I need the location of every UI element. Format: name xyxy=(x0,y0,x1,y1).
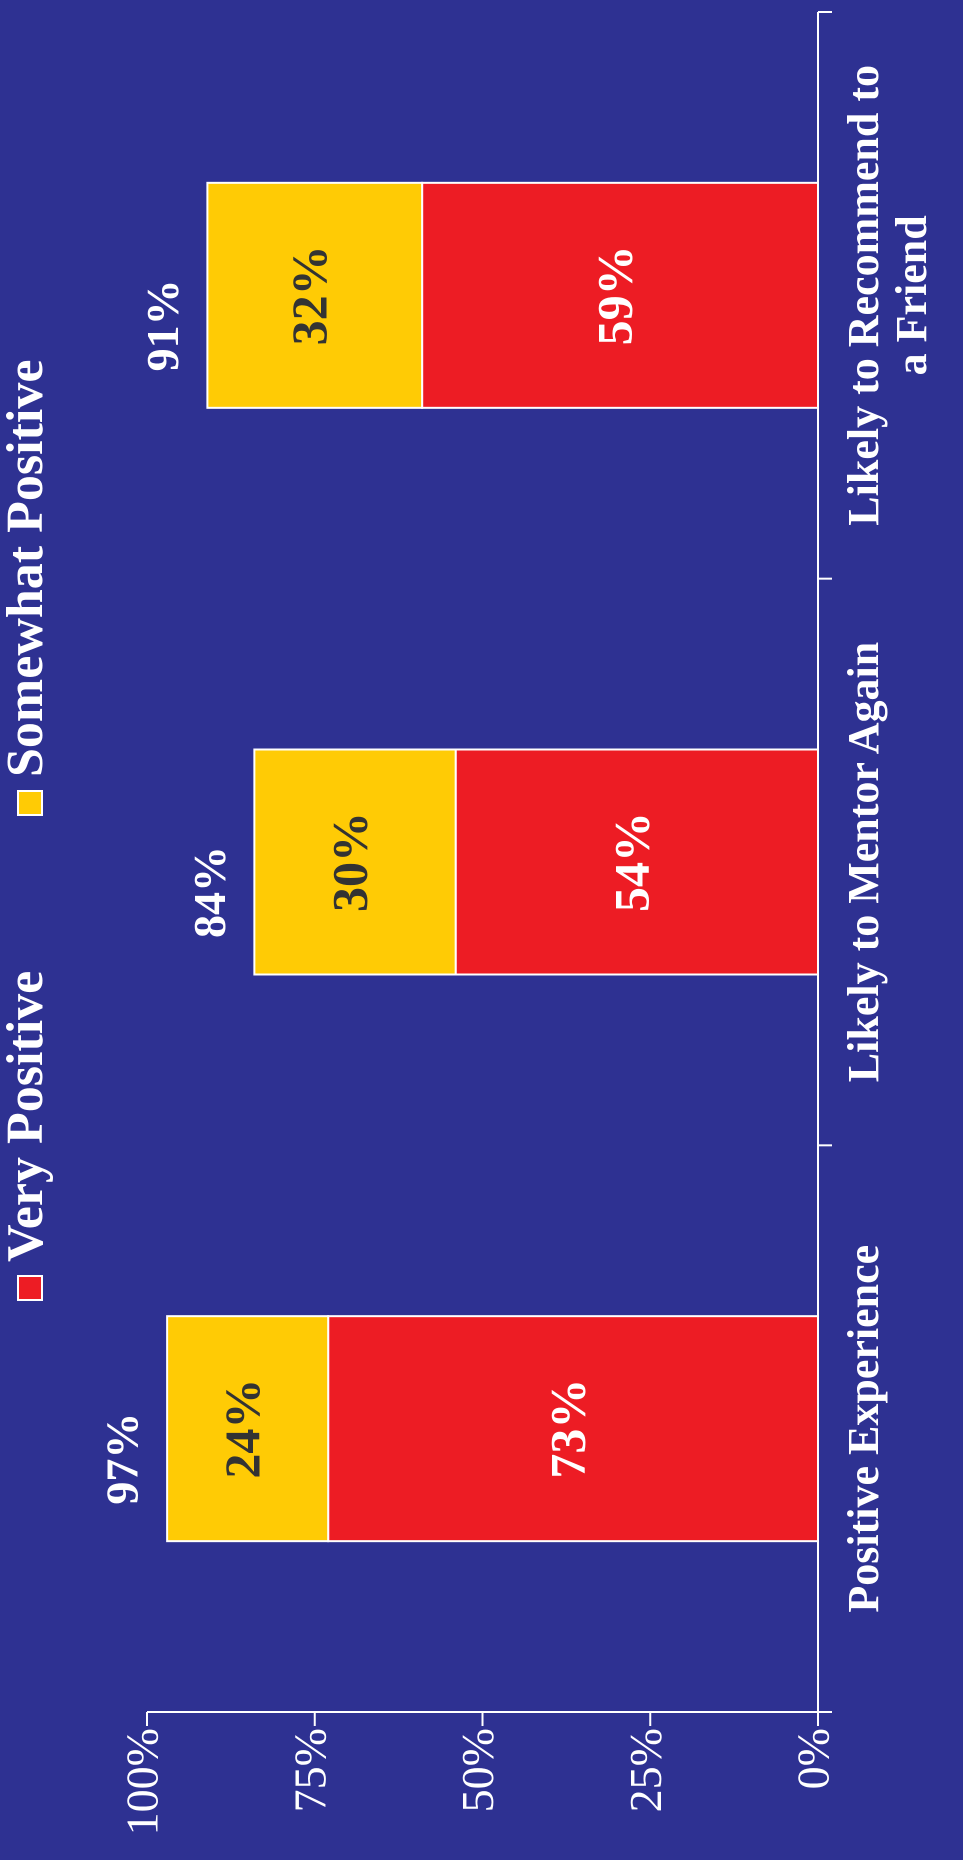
y-tick-label: 50% xyxy=(452,1728,503,1812)
legend: Very Positive Somewhat Positive xyxy=(0,360,54,1301)
bar-segment-somewhat-positive xyxy=(253,748,457,976)
data-label: 54% xyxy=(603,812,659,912)
legend-label-somewhat-positive: Somewhat Positive xyxy=(0,360,54,777)
data-label: 73% xyxy=(540,1379,596,1479)
labels-layer: 73% 24% 97% Positive Experience 54% 30% 84% Lik… xyxy=(97,65,936,1613)
bar-segment-somewhat-positive xyxy=(166,1315,330,1543)
bar-segment-somewhat-positive xyxy=(206,181,424,409)
bars-layer xyxy=(166,181,819,1543)
data-label: 24% xyxy=(214,1379,270,1479)
legend-swatch-somewhat-positive xyxy=(17,790,43,816)
x-category-label-line: a Friend xyxy=(887,215,936,375)
data-label: 30% xyxy=(321,812,377,912)
legend-label-very-positive: Very Positive xyxy=(0,971,54,1262)
x-category-label-line: Likely to Mentor Again xyxy=(839,642,888,1082)
x-category-label: Positive Experience xyxy=(839,1245,888,1613)
total-label: 97% xyxy=(97,1413,148,1505)
y-tick-label: 75% xyxy=(284,1728,335,1812)
x-category-label-line: Positive Experience xyxy=(839,1245,888,1613)
y-tick-label: 25% xyxy=(620,1728,671,1812)
plot-area: 0% 25% 50% 75% 100% 73% 24% 97% Positive Experi… xyxy=(0,11,936,1835)
x-category-label: Likely to Recommend toa Friend xyxy=(839,65,936,526)
x-category-label: Likely to Mentor Again xyxy=(839,642,888,1082)
data-label: 32% xyxy=(281,245,337,345)
y-tick-label: 0% xyxy=(788,1728,839,1789)
total-label: 84% xyxy=(184,846,235,938)
total-label: 91% xyxy=(137,279,188,371)
legend-swatch-very-positive xyxy=(17,1275,43,1301)
data-label: 59% xyxy=(587,245,643,345)
x-category-label-line: Likely to Recommend to xyxy=(839,65,888,526)
y-tick-label: 100% xyxy=(117,1728,168,1835)
